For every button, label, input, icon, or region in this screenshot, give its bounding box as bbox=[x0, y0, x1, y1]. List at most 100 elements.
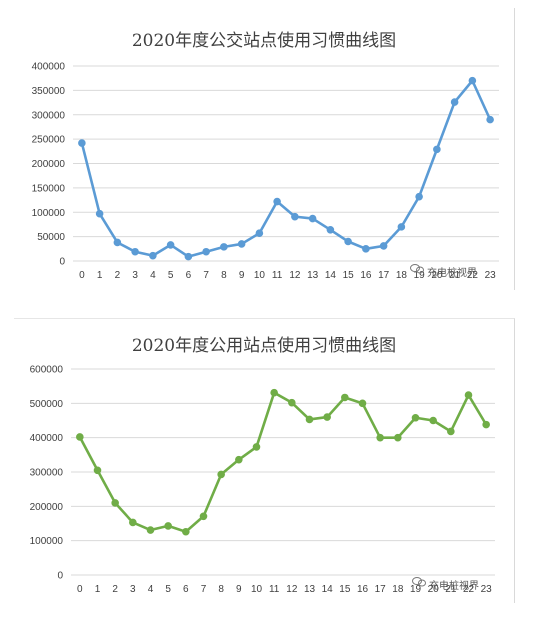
data-point bbox=[217, 470, 225, 479]
data-point bbox=[76, 433, 84, 441]
x-tick-label: 9 bbox=[239, 270, 245, 281]
y-tick-label: 250000 bbox=[32, 135, 66, 146]
y-tick-label: 350000 bbox=[32, 86, 66, 97]
data-point bbox=[95, 209, 104, 218]
x-tick-label: 20 bbox=[431, 270, 443, 281]
x-tick-label: 15 bbox=[339, 584, 351, 595]
x-tick-label: 11 bbox=[269, 584, 280, 595]
y-tick-label: 200000 bbox=[30, 502, 64, 513]
x-tick-label: 2 bbox=[115, 270, 121, 281]
x-tick-label: 8 bbox=[221, 270, 227, 281]
y-tick-label: 300000 bbox=[30, 468, 64, 479]
data-point bbox=[220, 243, 228, 251]
chat-bubble-icon bbox=[410, 264, 424, 277]
x-tick-label: 19 bbox=[414, 270, 426, 281]
x-tick-label: 11 bbox=[272, 270, 283, 281]
x-tick-label: 17 bbox=[378, 270, 390, 281]
x-tick-label: 5 bbox=[165, 584, 171, 595]
x-tick-label: 2 bbox=[112, 584, 118, 595]
x-tick-label: 15 bbox=[343, 270, 355, 281]
data-point bbox=[235, 455, 243, 464]
x-tick-label: 3 bbox=[130, 584, 136, 595]
x-tick-label: 5 bbox=[168, 270, 174, 281]
x-tick-label: 21 bbox=[445, 584, 457, 595]
y-tick-label: 0 bbox=[57, 571, 63, 582]
line-chart-svg: 0 50000 100000 150000 200000 250000 300000 3500… bbox=[32, 62, 499, 281]
x-tick-label: 17 bbox=[375, 584, 387, 595]
watermark: 充电桩视界 bbox=[410, 264, 477, 279]
chart-panel-bus: 2020年度公交站点使用习惯曲线图 0 50000 100000 150000 2000… bbox=[14, 8, 515, 290]
data-point bbox=[379, 242, 388, 250]
data-point bbox=[113, 238, 122, 247]
y-tick-label: 0 bbox=[59, 257, 65, 268]
data-point bbox=[199, 512, 208, 521]
x-tick-label: 21 bbox=[449, 270, 461, 281]
x-tick-label: 12 bbox=[289, 270, 301, 281]
data-point bbox=[376, 433, 384, 442]
data-point bbox=[252, 443, 261, 451]
x-tick-label: 23 bbox=[481, 584, 493, 595]
x-tick-label: 18 bbox=[396, 270, 408, 281]
data-point bbox=[344, 237, 352, 246]
y-tick-label: 150000 bbox=[32, 183, 66, 194]
data-point bbox=[486, 115, 494, 124]
y-tick-label: 400000 bbox=[32, 62, 66, 73]
data-point bbox=[166, 241, 175, 249]
data-point bbox=[78, 139, 86, 147]
x-tick-label: 4 bbox=[150, 270, 156, 281]
data-point bbox=[464, 391, 473, 399]
series-line bbox=[78, 391, 488, 534]
data-point bbox=[397, 223, 406, 231]
data-point bbox=[326, 226, 335, 234]
chat-bubble-icon bbox=[412, 577, 426, 590]
data-point bbox=[255, 229, 264, 238]
y-tick-label: 500000 bbox=[30, 399, 64, 410]
x-tick-label: 19 bbox=[410, 584, 422, 595]
x-tick-label: 4 bbox=[148, 584, 154, 595]
x-tick-label: 20 bbox=[428, 584, 440, 595]
data-point bbox=[415, 192, 423, 201]
y-tick-label: 200000 bbox=[32, 159, 66, 170]
x-tick-label: 1 bbox=[97, 270, 103, 281]
data-point bbox=[358, 399, 367, 408]
data-point bbox=[182, 527, 190, 536]
data-point bbox=[433, 145, 441, 154]
data-point bbox=[482, 420, 490, 429]
data-point bbox=[273, 197, 281, 206]
chart-title: 2020年度公用站点使用习惯曲线图 bbox=[131, 336, 397, 356]
y-tick-label: 600000 bbox=[30, 365, 64, 376]
x-tick-label: 6 bbox=[183, 584, 189, 595]
x-tick-label: 16 bbox=[360, 270, 372, 281]
x-tick-label: 22 bbox=[463, 584, 475, 595]
data-point bbox=[450, 98, 459, 106]
x-tick-label: 1 bbox=[95, 584, 101, 595]
data-point bbox=[447, 427, 455, 436]
chart-title: 2020年度公交站点使用习惯曲线图 bbox=[131, 31, 397, 51]
x-tick-label: 0 bbox=[79, 270, 85, 281]
series-line bbox=[80, 79, 492, 258]
y-tick-label: 50000 bbox=[37, 232, 65, 243]
x-tick-label: 13 bbox=[307, 270, 319, 281]
x-tick-label: 7 bbox=[201, 584, 207, 595]
x-tick-label: 14 bbox=[322, 584, 334, 595]
x-tick-label: 13 bbox=[304, 584, 316, 595]
data-point bbox=[394, 433, 402, 442]
y-tick-label: 300000 bbox=[32, 110, 66, 121]
chart-panel-public: 2020年度公用站点使用习惯曲线图 0 100000 200000 300000 400… bbox=[14, 318, 515, 603]
x-tick-label: 22 bbox=[467, 270, 479, 281]
x-tick-label: 0 bbox=[77, 584, 83, 595]
data-point bbox=[149, 251, 157, 260]
x-tick-label: 12 bbox=[286, 584, 298, 595]
data-point bbox=[468, 76, 477, 85]
x-tick-label: 10 bbox=[254, 270, 266, 281]
x-tick-label: 3 bbox=[132, 270, 138, 281]
data-point bbox=[164, 522, 172, 530]
data-point bbox=[270, 388, 278, 397]
y-tick-label: 100000 bbox=[32, 208, 66, 219]
x-tick-label: 18 bbox=[392, 584, 404, 595]
x-tick-label: 10 bbox=[251, 584, 263, 595]
x-tick-label: 7 bbox=[203, 270, 209, 281]
data-point bbox=[305, 415, 314, 424]
data-point bbox=[129, 518, 137, 527]
